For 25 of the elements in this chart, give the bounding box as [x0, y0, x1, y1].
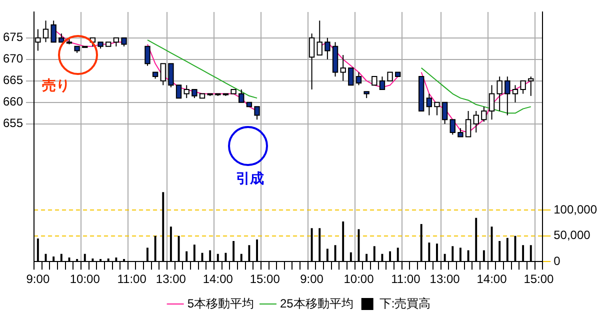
x-tick-label: 11:00: [391, 272, 421, 286]
y2-tick-label: 50,000: [554, 228, 591, 242]
x-tick-label: 13:00: [430, 272, 460, 286]
legend-label: 5本移動平均: [187, 296, 254, 310]
x-tick-label: 10:00: [344, 272, 374, 286]
x-tick-label: 13:00: [156, 272, 186, 286]
annotation: 売り: [42, 77, 70, 95]
y-tick-label: 675: [2, 30, 24, 44]
legend-label: 25本移動平均: [280, 296, 354, 310]
y2-tick-label: 100,000: [554, 202, 598, 216]
y-tick-label: 670: [2, 52, 24, 66]
y-tick-label: 665: [2, 73, 24, 88]
x-tick-label: 14:00: [476, 272, 508, 286]
y-tick-label: 660: [2, 94, 24, 109]
x-tick-label: 15:00: [250, 272, 280, 286]
y2-tick-label: 0: [554, 254, 561, 268]
x-tick-label: 10:00: [70, 272, 100, 286]
annotation: 引成: [236, 170, 264, 188]
legend-label: 下:売買高: [379, 296, 431, 310]
x-tick-label: 14:00: [202, 272, 234, 286]
x-tick-label: 11:00: [117, 272, 147, 286]
x-tick-label: 9:00: [26, 272, 50, 286]
y-tick-label: 655: [2, 116, 24, 130]
x-tick-label: 15:00: [524, 272, 554, 286]
x-tick-label: 9:00: [300, 272, 324, 286]
